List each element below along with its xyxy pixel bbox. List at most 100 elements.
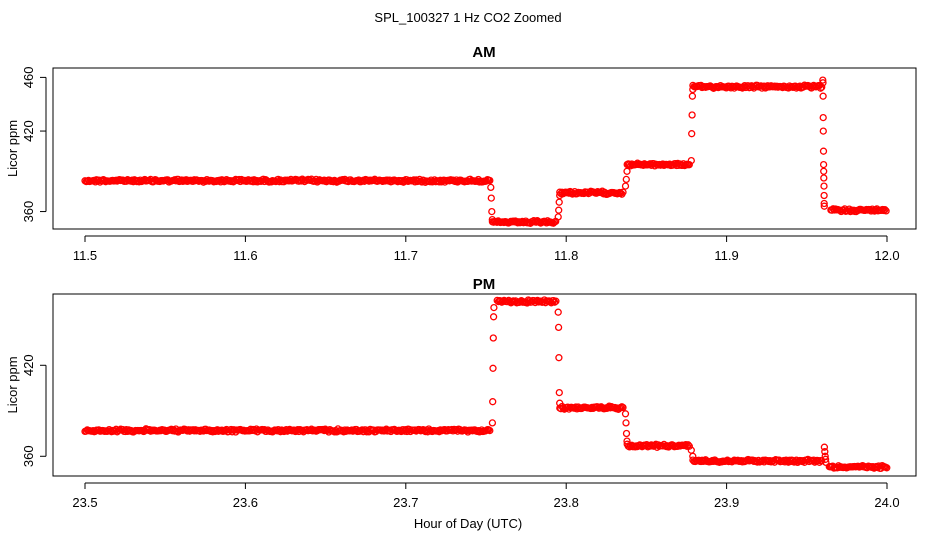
- pm-data-point: [489, 398, 497, 406]
- pm-x-tick-label: 23.7: [393, 495, 418, 510]
- am-panel: AM Licor ppm 11.5 11.6 11.7 11.8 11.9 12.0 36…: [5, 44, 917, 263]
- pm-data-point: [622, 419, 630, 427]
- pm-data-point: [685, 442, 693, 450]
- am-data-point: [487, 183, 495, 192]
- pm-x-tick-label: 23.5: [72, 495, 97, 510]
- am-data-point: [819, 127, 827, 135]
- am-plot-frame: [52, 67, 917, 230]
- pm-data-point: [821, 455, 830, 463]
- am-data-point: [622, 175, 630, 184]
- pm-data-point: [883, 464, 891, 472]
- pm-data-point: [622, 429, 631, 438]
- am-data-point: [488, 215, 496, 224]
- pm-data-point: [490, 303, 498, 312]
- am-data-point: [819, 76, 827, 84]
- pm-data-point: [689, 452, 697, 460]
- am-data-point: [688, 111, 696, 119]
- pm-plot-frame: [52, 293, 917, 477]
- am-data-point: [554, 213, 562, 221]
- am-data-point: [688, 130, 696, 138]
- figure-title: SPL_100327 1 Hz CO2 Zoomed: [374, 10, 561, 25]
- am-x-tick-label: 11.9: [714, 248, 738, 263]
- am-y-tick-label: 420: [21, 120, 36, 142]
- am-y-tick-label: 460: [21, 67, 36, 89]
- am-y-tick-label: 360: [21, 201, 36, 223]
- pm-x-tick-label: 23.6: [233, 495, 258, 510]
- am-x-tick-label: 11.7: [394, 248, 418, 263]
- am-y-axis-label: Licor ppm: [5, 120, 20, 177]
- am-data-point: [819, 147, 828, 155]
- pm-data-points: [81, 296, 891, 472]
- am-data-point: [685, 161, 693, 169]
- pm-panel-title: PM: [473, 276, 496, 293]
- pm-y-axis-label: Licor ppm: [5, 356, 20, 413]
- am-data-point: [820, 199, 828, 208]
- am-data-point: [619, 188, 627, 196]
- pm-data-point: [488, 419, 497, 427]
- am-data-point: [820, 174, 828, 182]
- pm-data-point: [556, 399, 564, 407]
- pm-data-point: [551, 298, 559, 306]
- pm-data-point: [683, 442, 691, 450]
- am-data-point: [881, 206, 889, 214]
- pm-data-point: [489, 364, 497, 372]
- am-x-tick-label: 11.5: [73, 248, 97, 263]
- x-axis-label: Hour of Day (UTC): [414, 516, 522, 531]
- pm-data-point: [822, 458, 830, 467]
- am-data-point: [555, 206, 563, 214]
- am-data-point: [488, 207, 496, 216]
- pm-x-tick-label: 24.0: [874, 495, 899, 510]
- pm-data-point: [489, 334, 497, 342]
- pm-data-point: [818, 457, 826, 465]
- pm-x-tick-label: 23.8: [554, 495, 579, 510]
- am-data-point: [689, 85, 697, 94]
- am-data-point: [819, 113, 827, 122]
- pm-data-point: [552, 297, 560, 305]
- pm-data-point: [684, 441, 692, 449]
- pm-y-axis: 360 420: [21, 354, 47, 467]
- am-data-point: [687, 156, 695, 165]
- pm-data-point: [555, 354, 563, 362]
- am-x-axis: 11.5 11.6 11.7 11.8 11.9 12.0: [73, 235, 900, 263]
- am-data-point: [556, 191, 564, 200]
- pm-data-point: [682, 441, 690, 449]
- pm-data-point: [821, 448, 829, 456]
- pm-y-tick-label: 360: [21, 445, 36, 467]
- am-data-point: [486, 176, 494, 185]
- am-data-point: [621, 182, 630, 190]
- pm-data-point: [820, 443, 829, 451]
- pm-data-point: [623, 437, 631, 445]
- am-data-point: [818, 83, 826, 91]
- am-panel-title: AM: [472, 44, 495, 61]
- am-data-point: [882, 207, 890, 215]
- am-y-axis: 360 420 460: [21, 67, 47, 223]
- am-data-point: [819, 160, 828, 169]
- am-x-tick-label: 12.0: [874, 248, 899, 263]
- am-x-tick-label: 11.8: [554, 248, 578, 263]
- pm-panel: PM Licor ppm 23.5 23.6 23.7 23.8 23.9 24.0 36…: [5, 276, 917, 510]
- am-data-point: [688, 92, 697, 100]
- am-data-point: [555, 198, 563, 206]
- pm-data-point: [555, 388, 563, 397]
- am-data-point: [820, 167, 828, 175]
- am-data-point: [819, 92, 827, 100]
- pm-data-point: [489, 313, 498, 321]
- am-data-point: [820, 182, 828, 190]
- am-x-tick-label: 11.6: [233, 248, 257, 263]
- pm-data-point: [486, 426, 494, 435]
- am-data-point: [487, 194, 495, 202]
- pm-data-point: [554, 308, 562, 316]
- pm-x-tick-label: 23.9: [714, 495, 739, 510]
- am-data-point: [820, 202, 828, 210]
- am-data-point: [877, 206, 886, 215]
- am-data-point: [820, 191, 828, 200]
- pm-data-point: [554, 323, 563, 332]
- pm-y-tick-label: 420: [21, 354, 36, 376]
- am-data-point: [819, 79, 827, 87]
- am-data-point: [623, 167, 631, 175]
- pm-x-axis: 23.5 23.6 23.7 23.8 23.9 24.0: [72, 482, 900, 510]
- pm-data-point: [619, 403, 627, 412]
- am-data-points: [81, 76, 890, 227]
- pm-data-point: [621, 410, 630, 418]
